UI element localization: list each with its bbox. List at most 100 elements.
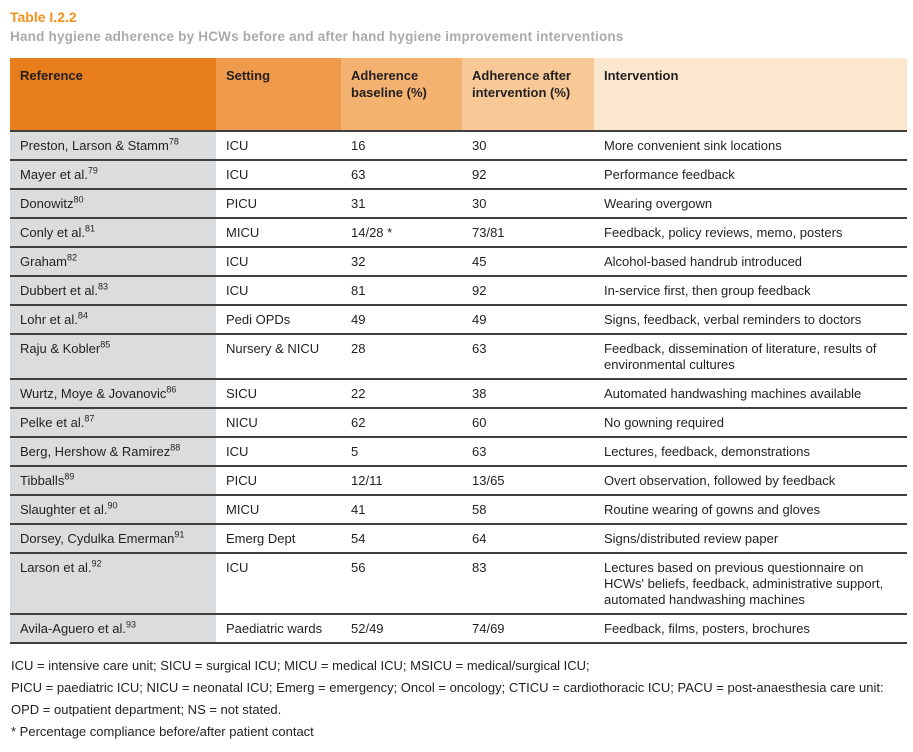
reference-superscript: 91 — [174, 529, 185, 540]
cell-adherence-after: 60 — [462, 407, 594, 437]
reference-superscript: 92 — [91, 558, 102, 569]
reference-text: Larson et al. — [20, 560, 92, 575]
cell-adherence-after: 30 — [462, 130, 594, 160]
cell-reference: Dubbert et al.83 — [10, 275, 216, 305]
cell-intervention: Signs, feedback, verbal reminders to doc… — [594, 304, 907, 334]
cell-reference: Preston, Larson & Stamm78 — [10, 130, 216, 160]
cell-adherence-after: 45 — [462, 246, 594, 276]
cell-setting: Emerg Dept — [216, 523, 341, 553]
cell-intervention: Feedback, policy reviews, memo, posters — [594, 217, 907, 247]
cell-reference: Mayer et al.79 — [10, 159, 216, 189]
cell-adherence-baseline: 52/49 — [341, 613, 462, 643]
reference-superscript: 81 — [85, 223, 96, 234]
cell-adherence-baseline: 56 — [341, 552, 462, 614]
cell-adherence-after: 13/65 — [462, 465, 594, 495]
cell-setting: MICU — [216, 217, 341, 247]
cell-reference: Conly et al.81 — [10, 217, 216, 247]
cell-adherence-baseline: 49 — [341, 304, 462, 334]
table-row: Lohr et al.84 Pedi OPDs 49 49 Signs, fee… — [10, 304, 907, 334]
reference-text: Slaughter et al. — [20, 502, 108, 517]
cell-setting: NICU — [216, 407, 341, 437]
cell-intervention: Feedback, films, posters, brochures — [594, 613, 907, 643]
cell-intervention: Lectures based on previous questionnaire… — [594, 552, 907, 614]
table-row: Preston, Larson & Stamm78 ICU 16 30 More… — [10, 130, 907, 160]
reference-superscript: 82 — [66, 252, 77, 263]
reference-text: Avila-Aguero et al. — [20, 621, 126, 636]
table-row: Tibballs89 PICU 12/11 13/65 Overt observ… — [10, 465, 907, 495]
table-row: Graham82 ICU 32 45 Alcohol-based handrub… — [10, 246, 907, 276]
cell-reference: Pelke et al.87 — [10, 407, 216, 437]
cell-reference: Dorsey, Cydulka Emerman91 — [10, 523, 216, 553]
cell-reference: Larson et al.92 — [10, 552, 216, 614]
cell-setting: ICU — [216, 436, 341, 466]
table-body: Preston, Larson & Stamm78 ICU 16 30 More… — [10, 130, 907, 643]
reference-superscript: 83 — [98, 281, 109, 292]
reference-text: Donowitz — [20, 196, 74, 211]
cell-reference: Lohr et al.84 — [10, 304, 216, 334]
cell-adherence-after: 83 — [462, 552, 594, 614]
column-header-reference: Reference — [10, 58, 216, 131]
cell-reference: Slaughter et al.90 — [10, 494, 216, 524]
table-row: Conly et al.81 MICU 14/28 * 73/81 Feedba… — [10, 217, 907, 247]
cell-intervention: Feedback, dissemination of literature, r… — [594, 333, 907, 379]
cell-setting: MICU — [216, 494, 341, 524]
cell-intervention: Routine wearing of gowns and gloves — [594, 494, 907, 524]
cell-adherence-baseline: 54 — [341, 523, 462, 553]
cell-adherence-after: 30 — [462, 188, 594, 218]
cell-intervention: Automated handwashing machines available — [594, 378, 907, 408]
footnotes: ICU = intensive care unit; SICU = surgic… — [10, 655, 905, 743]
cell-intervention: Lectures, feedback, demonstrations — [594, 436, 907, 466]
cell-adherence-baseline: 41 — [341, 494, 462, 524]
cell-setting: ICU — [216, 552, 341, 614]
cell-adherence-after: 49 — [462, 304, 594, 334]
reference-superscript: 88 — [170, 442, 181, 453]
table-subtitle: Hand hygiene adherence by HCWs before an… — [10, 29, 624, 44]
footnote-abbreviations-2: PICU = paediatric ICU; NICU = neonatal I… — [11, 680, 884, 695]
table-row: Berg, Hershow & Ramirez88 ICU 5 63 Lectu… — [10, 436, 907, 466]
adherence-table: Reference Setting Adherence baseline (%)… — [10, 58, 907, 644]
cell-adherence-baseline: 63 — [341, 159, 462, 189]
reference-superscript: 86 — [166, 384, 177, 395]
table-row: Slaughter et al.90 MICU 41 58 Routine we… — [10, 494, 907, 524]
reference-text: Lohr et al. — [20, 312, 78, 327]
reference-text: Wurtz, Moye & Jovanovic — [20, 386, 167, 401]
cell-adherence-after: 92 — [462, 159, 594, 189]
cell-intervention: Performance feedback — [594, 159, 907, 189]
reference-text: Dorsey, Cydulka Emerman — [20, 531, 175, 546]
cell-setting: Paediatric wards — [216, 613, 341, 643]
cell-adherence-baseline: 16 — [341, 130, 462, 160]
reference-superscript: 80 — [73, 194, 84, 205]
cell-adherence-baseline: 5 — [341, 436, 462, 466]
header-row: Reference Setting Adherence baseline (%)… — [10, 58, 907, 131]
cell-intervention: Overt observation, followed by feedback — [594, 465, 907, 495]
reference-superscript: 78 — [168, 136, 179, 147]
column-header-adherence-baseline: Adherence baseline (%) — [341, 58, 462, 131]
reference-text: Berg, Hershow & Ramirez — [20, 444, 171, 459]
reference-superscript: 89 — [64, 471, 75, 482]
column-header-adherence-after: Adherence after intervention (%) — [462, 58, 594, 131]
reference-superscript: 93 — [126, 619, 137, 630]
cell-reference: Wurtz, Moye & Jovanovic86 — [10, 378, 216, 408]
cell-adherence-baseline: 14/28 * — [341, 217, 462, 247]
reference-superscript: 87 — [84, 413, 95, 424]
cell-reference: Avila-Aguero et al.93 — [10, 613, 216, 643]
cell-reference: Graham82 — [10, 246, 216, 276]
column-header-intervention: Intervention — [594, 58, 907, 131]
cell-intervention: Signs/distributed review paper — [594, 523, 907, 553]
cell-adherence-after: 73/81 — [462, 217, 594, 247]
cell-intervention: Alcohol-based handrub introduced — [594, 246, 907, 276]
cell-setting: Nursery & NICU — [216, 333, 341, 379]
footnote-abbreviations-3: OPD = outpatient department; NS = not st… — [11, 702, 282, 717]
reference-text: Tibballs — [20, 473, 65, 488]
cell-reference: Berg, Hershow & Ramirez88 — [10, 436, 216, 466]
cell-adherence-after: 64 — [462, 523, 594, 553]
reference-text: Preston, Larson & Stamm — [20, 138, 169, 153]
reference-superscript: 90 — [107, 500, 118, 511]
cell-reference: Tibballs89 — [10, 465, 216, 495]
reference-text: Pelke et al. — [20, 415, 85, 430]
cell-intervention: Wearing overgown — [594, 188, 907, 218]
table-row: Dorsey, Cydulka Emerman91 Emerg Dept 54 … — [10, 523, 907, 553]
column-header-setting: Setting — [216, 58, 341, 131]
cell-setting: PICU — [216, 465, 341, 495]
